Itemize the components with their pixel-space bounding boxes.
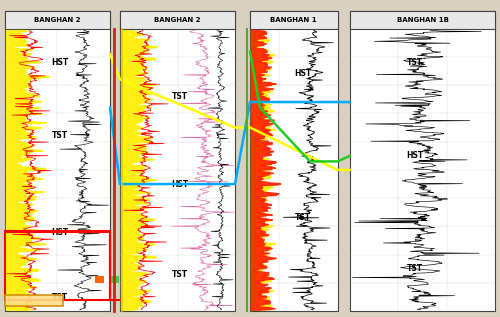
Bar <box>250 11 338 311</box>
Text: TST: TST <box>172 270 188 279</box>
Bar <box>350 11 495 29</box>
Bar <box>95 276 104 283</box>
Bar <box>110 276 119 283</box>
Text: TST: TST <box>294 213 310 223</box>
Text: HST: HST <box>51 228 68 236</box>
Bar <box>350 11 495 311</box>
Text: TST: TST <box>407 264 424 273</box>
Text: TST: TST <box>52 132 68 140</box>
Text: HST: HST <box>294 69 311 78</box>
Text: HST: HST <box>171 179 188 189</box>
Text: TST: TST <box>172 92 188 101</box>
Bar <box>5 295 62 306</box>
Bar <box>5 11 110 29</box>
Text: BANGHAN 1: BANGHAN 1 <box>270 17 317 23</box>
Bar <box>120 11 235 311</box>
Text: TST: TST <box>407 58 424 67</box>
Bar <box>5 11 110 311</box>
Text: HST: HST <box>51 58 68 67</box>
Bar <box>120 11 235 29</box>
Text: BANGHAN 1B: BANGHAN 1B <box>396 17 448 23</box>
Bar <box>5 231 110 300</box>
Text: BANGHAN 2: BANGHAN 2 <box>34 17 81 23</box>
Text: TST: TST <box>52 293 68 302</box>
Bar <box>250 11 338 29</box>
Text: BANGHAN 2: BANGHAN 2 <box>154 17 201 23</box>
Text: HST: HST <box>406 151 424 160</box>
